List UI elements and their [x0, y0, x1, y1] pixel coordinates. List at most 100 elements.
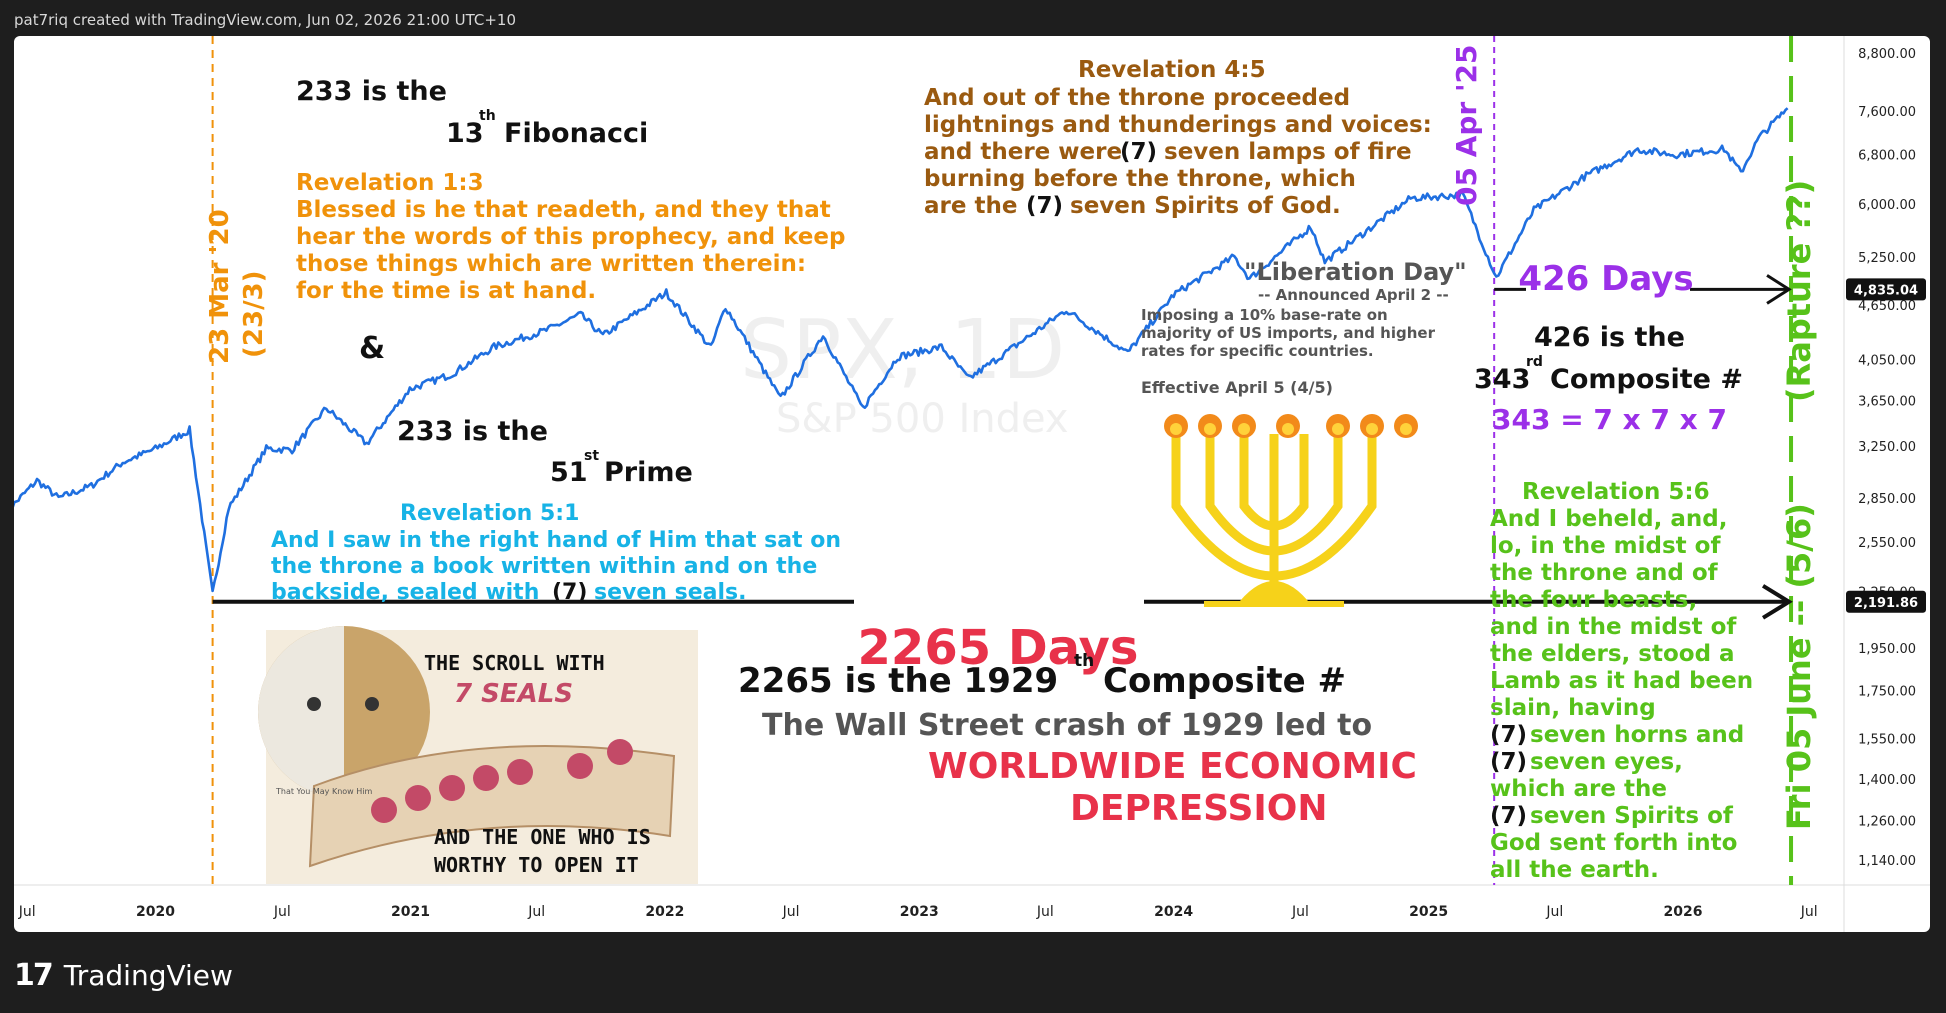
brand-name: TradingView: [63, 958, 233, 992]
time-axis-tick: 2025: [1409, 904, 1448, 920]
rev56-line: the throne and of: [1490, 560, 1719, 586]
c426-line-2-word: Composite #: [1550, 364, 1743, 395]
time-axis-tick: Jul: [527, 904, 545, 920]
scroll-title-1: THE SCROLL WITH: [424, 651, 605, 675]
price-axis-tick: 1,750.00: [1858, 685, 1916, 700]
effective-date: Effective April 5 (4/5): [1141, 378, 1333, 397]
fri-date-label: Fri 05 June -- (5/6): [1780, 503, 1818, 830]
fib-line-1: 233 is the: [296, 76, 447, 107]
rev56-line: seven eyes,: [1530, 749, 1683, 775]
span-426-label: 426 Days: [1518, 259, 1693, 299]
time-axis-tick: Jul: [1291, 904, 1309, 920]
price-axis-tick: 1,140.00: [1858, 854, 1916, 869]
watermark-name: S&P 500 Index: [776, 396, 1069, 442]
rev51-line: And I saw in the right hand of Him that …: [271, 528, 841, 553]
price-label-text: 2,191.86: [1854, 596, 1918, 611]
rev45-line: seven lamps of fire: [1164, 139, 1412, 165]
rev51-line: backside, sealed with: [271, 580, 539, 605]
rev56-title: Revelation 5:6: [1522, 479, 1710, 505]
price-axis-tick: 3,650.00: [1858, 394, 1916, 409]
time-axis-tick: Jul: [18, 904, 36, 920]
rev13-line: for the time is at hand.: [296, 278, 596, 304]
price-labels: 4,835.04 2,191.86: [1846, 278, 1926, 613]
span-2265-label: 2265 Days: [858, 620, 1139, 676]
price-axis-tick: 1,550.00: [1858, 733, 1916, 748]
price-axis[interactable]: 8,800.00 7,600.00 6,800.00 6,000.00 5,250.00…: [1858, 47, 1916, 869]
rev45-line: seven Spirits of God.: [1070, 193, 1341, 219]
rev45-seven: (7): [1026, 193, 1063, 219]
c426-line-2-sup: rd: [1526, 354, 1543, 370]
rev56-line: God sent forth into: [1490, 830, 1737, 856]
menorah-base: [1204, 581, 1344, 607]
rev13-title: Revelation 1:3: [296, 170, 484, 196]
rev56-line: and in the midst of: [1490, 614, 1737, 640]
chart-svg: SPX, 1D S&P 500 Index 8,800.00 7,600.00 6,…: [14, 36, 1930, 932]
rev45-line: are the: [924, 193, 1017, 219]
time-axis[interactable]: Jul 2020 Jul 2021 Jul 2022 Jul 2023 Jul 2024 Jul 20…: [18, 904, 1818, 920]
price-axis-tick: 6,800.00: [1858, 149, 1916, 164]
menorah-flames: [1164, 414, 1418, 438]
fib-line-2: 13: [446, 118, 484, 149]
liberation-line: rates for specific countries.: [1141, 342, 1374, 360]
price-axis-tick: 5,250.00: [1858, 251, 1916, 266]
time-axis-tick: 2020: [136, 904, 175, 920]
chart-panel: SPX, 1D S&P 500 Index 8,800.00 7,600.00 6,…: [14, 36, 1930, 932]
liberation-sub: -- Announced April 2 --: [1258, 286, 1449, 304]
price-axis-tick: 4,650.00: [1858, 299, 1916, 314]
rev56-line: lo, in the midst of: [1490, 533, 1721, 559]
tradingview-logo-icon: 17: [14, 957, 54, 993]
price-axis-tick: 1,260.00: [1858, 814, 1916, 829]
rev45-line: burning before the throne, which: [924, 166, 1356, 192]
c2265-line: 2265 is the 1929: [738, 661, 1058, 701]
watermark: SPX, 1D S&P 500 Index: [740, 303, 1069, 442]
rev56-line: which are the: [1490, 776, 1667, 802]
rev56-seven: (7): [1490, 803, 1527, 829]
fib-line-2-sup: th: [479, 108, 496, 124]
rev56-seven: (7): [1490, 749, 1527, 775]
rev56-line: the four beasts,: [1490, 587, 1697, 613]
scroll-title-2: 7 SEALS: [454, 679, 573, 709]
rev51-line: seven seals.: [594, 580, 746, 605]
depression-line-1: WORLDWIDE ECONOMIC: [928, 746, 1417, 787]
ampersand: &: [359, 331, 385, 366]
rev56-line: And I beheld, and,: [1490, 506, 1727, 532]
c2265-line-word: Composite #: [1103, 661, 1346, 701]
price-axis-tick: 6,000.00: [1858, 198, 1916, 213]
prime-line-2: 51: [550, 457, 588, 488]
prime-line-1: 233 is the: [397, 416, 548, 447]
rev56-line: the elders, stood a: [1490, 641, 1735, 667]
rev13-line: hear the words of this prophecy, and kee…: [296, 224, 845, 250]
liberation-line: Imposing a 10% base-rate on: [1141, 306, 1388, 324]
span-426-arrowhead: [1766, 274, 1792, 305]
brand-footer[interactable]: 17 TradingView: [14, 955, 233, 995]
menorah-icon: [1171, 434, 1377, 602]
scroll-sub-1: AND THE ONE WHO IS: [434, 825, 651, 849]
time-axis-tick: 2022: [645, 904, 684, 920]
rev51-line: the throne a book written within and on …: [271, 554, 817, 579]
rev45-line: and there were: [924, 139, 1122, 165]
price-axis-tick: 4,050.00: [1858, 353, 1916, 368]
chart-caption: pat7riq created with TradingView.com, Ju…: [14, 11, 517, 29]
price-label-text: 4,835.04: [1854, 283, 1918, 298]
prime-line-2-sup: st: [584, 448, 599, 464]
depression-line-2: DEPRESSION: [1070, 788, 1328, 829]
c426-line-1: 426 is the: [1534, 322, 1685, 353]
liberation-line: majority of US imports, and higher: [1141, 324, 1436, 342]
price-axis-tick: 8,800.00: [1858, 47, 1916, 62]
fib-line-2-word: Fibonacci: [504, 118, 648, 149]
crash-line: The Wall Street crash of 1929 led to: [762, 708, 1372, 743]
time-axis-tick: 2026: [1664, 904, 1703, 920]
date-label-apr-2025: 05 Apr '25: [1450, 44, 1483, 206]
rev56-line: Lamb as it had been: [1490, 668, 1753, 694]
price-axis-tick: 1,400.00: [1858, 773, 1916, 788]
time-axis-tick: 2021: [391, 904, 430, 920]
time-axis-tick: Jul: [1036, 904, 1054, 920]
rev45-line: lightnings and thunderings and voices:: [924, 112, 1432, 138]
price-label-box: [1846, 278, 1926, 301]
price-label-box: [1846, 590, 1926, 613]
price-axis-tick: 3,250.00: [1858, 440, 1916, 455]
scroll-small: That You May Know Him: [275, 787, 372, 796]
c2265-sup: th: [1074, 651, 1094, 671]
rev51-title: Revelation 5:1: [400, 501, 579, 526]
rev13-line: those things which are written therein:: [296, 251, 806, 277]
